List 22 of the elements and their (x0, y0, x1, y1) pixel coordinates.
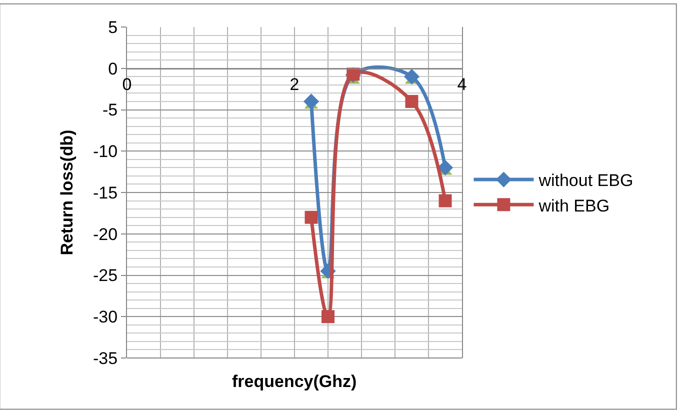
y-tick-label: -15 (93, 183, 118, 202)
point (438, 194, 452, 208)
y-tick-label: -35 (93, 348, 118, 368)
x-tick-label: 4 (457, 74, 467, 94)
point (304, 210, 318, 224)
point (404, 68, 420, 84)
legend-label: without EBG (538, 171, 634, 190)
y-tick-label: -30 (93, 308, 118, 327)
x-axis-title: frequency(Ghz) (232, 372, 357, 391)
y-axis-title: Return loss(db) (58, 130, 77, 256)
y-tick-label: -10 (93, 142, 118, 162)
y-tick-label: 0 (108, 59, 118, 78)
y-tick-label: -5 (102, 100, 118, 120)
y-tick-label: -20 (93, 224, 118, 244)
legend-label: with EBG (538, 196, 610, 216)
x-tick-label: 2 (290, 74, 300, 94)
y-tick-label: 5 (108, 18, 118, 37)
point (405, 94, 418, 108)
y-tick-label: -25 (93, 266, 118, 286)
point (303, 94, 320, 110)
x-tick-label: 0 (122, 74, 132, 94)
point (322, 310, 334, 324)
